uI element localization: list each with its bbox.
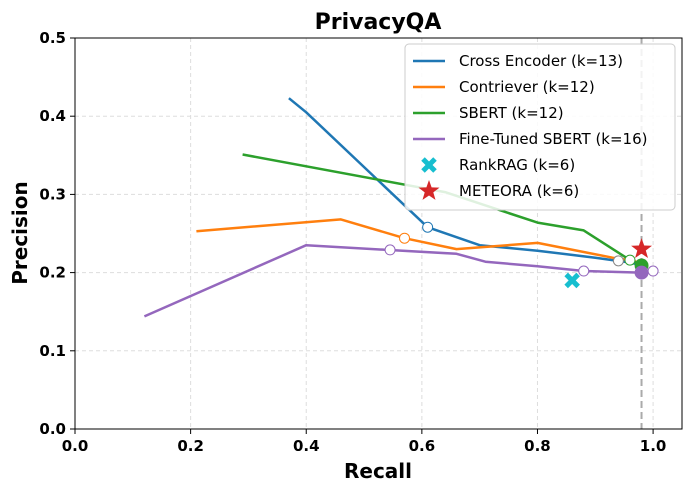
series-marker-fine_tuned_sbert: [384, 244, 396, 256]
endpoint-marker-fine_tuned_sbert: [634, 265, 649, 280]
y-tick-label: 0.3: [39, 185, 66, 203]
legend-swatch: [418, 180, 440, 200]
legend-label: METEORA (k=6): [459, 182, 579, 200]
legend-entry: Fine-Tuned SBERT (k=16): [413, 130, 648, 148]
legend-entry: Cross Encoder (k=13): [413, 52, 623, 70]
x-axis-label: Recall: [344, 459, 412, 483]
y-tick-label: 0.5: [39, 29, 66, 47]
series-marker-cross_encoder: [422, 221, 434, 233]
x-tick-label: 0.0: [62, 437, 89, 455]
legend-label: RankRAG (k=6): [459, 156, 575, 174]
x-tick-label: 0.8: [524, 437, 551, 455]
y-tick-label: 0.0: [39, 420, 66, 438]
legend-swatch: [421, 157, 437, 173]
legend-label: Contriever (k=12): [459, 78, 595, 96]
y-tick-label: 0.4: [39, 107, 66, 125]
legend-label: SBERT (k=12): [459, 104, 564, 122]
axis-ticks: 0.0 0.2 0.4 0.6 0.8 1.0 0.0 0.1 0.2 0.3 0.4 0.5: [39, 29, 666, 455]
legend-entry: METEORA (k=6): [418, 180, 579, 200]
legend-box: [404, 43, 676, 211]
x-tick-label: 0.4: [293, 437, 320, 455]
x-tick-label: 1.0: [640, 437, 667, 455]
series-marker-contriever: [399, 232, 411, 244]
meteora-marker: [631, 238, 652, 258]
y-tick-label: 0.1: [39, 342, 66, 360]
series-marker-fine_tuned_sbert: [647, 265, 659, 277]
legend-label: Cross Encoder (k=13): [459, 52, 623, 70]
y-tick-label: 0.2: [39, 264, 66, 282]
legend-entry: RankRAG (k=6): [421, 156, 575, 174]
series-markers: [384, 221, 659, 289]
legend: Cross Encoder (k=13) Contriever (k=12) SBE…: [404, 43, 676, 211]
series-marker-sbert: [624, 254, 636, 266]
chart-title: PrivacyQA: [315, 10, 442, 35]
x-tick-label: 0.2: [177, 437, 204, 455]
hollow-marker: [612, 255, 624, 267]
plot-frame: [74, 37, 683, 430]
y-axis-label: Precision: [8, 181, 32, 285]
legend-entry: Contriever (k=12): [413, 78, 595, 96]
series-marker-fine_tuned_sbert: [578, 265, 590, 277]
legend-entry: SBERT (k=12): [413, 104, 564, 122]
series-line-fine_tuned_sbert: [143, 243, 654, 318]
rankrag-marker: [564, 272, 580, 289]
series-line-contriever: [196, 218, 642, 265]
legend-label: Fine-Tuned SBERT (k=16): [459, 130, 648, 148]
x-tick-label: 0.6: [409, 437, 436, 455]
